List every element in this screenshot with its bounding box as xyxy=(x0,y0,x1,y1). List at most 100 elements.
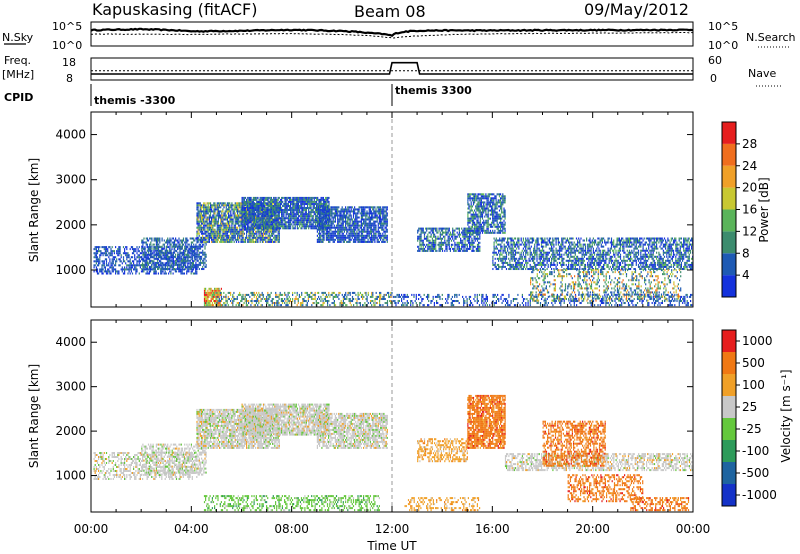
range-gate-cell xyxy=(171,245,173,248)
range-gate-cell xyxy=(217,295,219,298)
range-gate-cell xyxy=(272,232,274,235)
range-gate-cell xyxy=(239,228,241,231)
range-gate-cell xyxy=(197,263,199,266)
range-gate-cell xyxy=(305,221,307,224)
range-gate-cell xyxy=(320,214,322,217)
range-gate-cell xyxy=(368,226,370,229)
range-gate-cell xyxy=(104,270,106,273)
range-gate-cell xyxy=(142,239,144,242)
range-gate-cell xyxy=(358,232,360,235)
range-gate-cell xyxy=(248,225,250,228)
range-gate-cell xyxy=(134,254,136,257)
range-gate-cell xyxy=(276,205,278,208)
range-gate-cell xyxy=(149,237,151,240)
range-gate-cell xyxy=(277,236,279,239)
range-gate-cell xyxy=(332,302,334,305)
range-gate-cell xyxy=(258,209,260,212)
range-gate-cell xyxy=(313,207,315,210)
range-gate-cell xyxy=(241,223,243,226)
range-gate-cell xyxy=(215,291,217,294)
range-gate-cell xyxy=(259,200,261,203)
range-gate-cell xyxy=(261,223,263,226)
range-gate-cell xyxy=(326,234,329,237)
range-gate-cell xyxy=(329,240,331,243)
range-gate-cell xyxy=(160,260,162,263)
range-gate-cell xyxy=(175,259,177,262)
range-gate-cell xyxy=(362,293,364,296)
range-gate-cell xyxy=(222,228,224,231)
range-gate-cell xyxy=(286,304,288,307)
range-gate-cell xyxy=(163,257,165,260)
range-gate-cell xyxy=(111,270,113,273)
range-gate-cell xyxy=(321,222,323,225)
range-gate-cell xyxy=(222,220,224,223)
range-gate-cell xyxy=(205,230,207,233)
range-gate-cell xyxy=(276,203,278,206)
range-gate-cell xyxy=(204,241,206,244)
range-gate-cell xyxy=(275,217,277,220)
range-gate-cell xyxy=(218,204,221,207)
range-gate-cell xyxy=(258,302,260,305)
range-gate-cell xyxy=(325,198,327,201)
range-gate-cell xyxy=(363,214,365,217)
range-gate-cell xyxy=(242,221,244,224)
range-gate-cell xyxy=(234,236,236,239)
range-gate-cell xyxy=(252,203,254,206)
range-gate-cell xyxy=(337,222,339,225)
range-gate-cell xyxy=(274,234,276,237)
range-gate-cell xyxy=(208,287,210,290)
range-gate-cell xyxy=(343,220,345,223)
range-gate-cell xyxy=(135,250,137,253)
range-gate-cell xyxy=(194,264,196,267)
range-gate-cell xyxy=(198,212,200,215)
range-gate-cell xyxy=(277,238,279,241)
range-gate-cell xyxy=(295,203,297,206)
range-gate-cell xyxy=(257,227,259,230)
range-gate-cell xyxy=(214,230,216,233)
range-gate-cell xyxy=(281,198,283,201)
range-gate-cell xyxy=(293,215,295,218)
range-gate-cell xyxy=(226,300,228,303)
range-gate-cell xyxy=(360,240,362,243)
range-gate-cell xyxy=(292,298,294,301)
range-gate-cell xyxy=(374,210,376,213)
range-gate-cell xyxy=(265,227,267,230)
range-gate-cell xyxy=(160,262,162,265)
range-gate-cell xyxy=(275,202,277,205)
range-gate-cell xyxy=(351,234,353,237)
range-gate-cell xyxy=(270,205,272,208)
range-gate-cell xyxy=(124,250,126,253)
range-gate-cell xyxy=(209,220,212,223)
range-gate-cell xyxy=(203,263,205,266)
range-gate-cell xyxy=(251,236,253,239)
range-gate-cell xyxy=(240,220,242,223)
range-gate-cell xyxy=(331,224,333,227)
range-gate-cell xyxy=(359,302,361,305)
range-gate-cell xyxy=(295,215,297,218)
range-gate-cell xyxy=(128,270,130,273)
range-gate-cell xyxy=(268,219,270,222)
range-gate-cell xyxy=(239,210,241,213)
range-gate-cell xyxy=(248,228,250,231)
range-gate-cell xyxy=(112,250,114,253)
range-gate-cell xyxy=(348,298,350,301)
range-gate-cell xyxy=(338,222,340,225)
range-gate-cell xyxy=(199,212,201,215)
range-gate-cell xyxy=(138,260,140,263)
range-gate-cell xyxy=(211,216,213,219)
range-gate-cell xyxy=(161,256,163,259)
range-gate-cell xyxy=(346,220,348,223)
range-gate-cell xyxy=(125,268,127,271)
range-gate-cell xyxy=(270,240,272,243)
range-gate-cell xyxy=(276,293,278,296)
range-gate-cell xyxy=(189,247,191,250)
range-gate-cell xyxy=(377,228,379,231)
range-gate-cell xyxy=(369,220,371,223)
range-gate-cell xyxy=(338,293,340,296)
range-gate-cell xyxy=(349,218,351,221)
range-gate-cell xyxy=(196,253,198,256)
range-gate-cell xyxy=(246,232,248,235)
range-gate-cell xyxy=(262,230,265,233)
range-gate-cell xyxy=(342,300,344,303)
range-gate-cell xyxy=(325,222,327,225)
